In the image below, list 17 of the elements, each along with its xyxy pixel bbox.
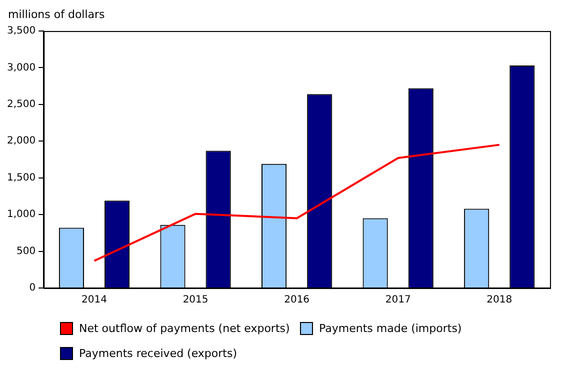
x-tick-label: 2016: [284, 294, 310, 306]
x-tick-label: 2018: [486, 294, 512, 306]
y-tick-label: 1,000: [6, 209, 36, 220]
legend-label: Payments made (imports): [319, 322, 462, 335]
x-tick-label: 2014: [82, 294, 107, 306]
y-tick-label: 3,500: [6, 26, 36, 37]
legend-label: Payments received (exports): [79, 347, 238, 360]
y-tick-label: 0: [29, 282, 36, 294]
y-axis-title: millions of dollars: [8, 8, 105, 21]
x-tick-label: 2015: [182, 294, 208, 306]
y-tick-label: 2,000: [6, 136, 36, 147]
y-tick-label: 500: [16, 246, 36, 257]
x-tick-label: 2017: [385, 294, 411, 306]
y-tick-label: 2,500: [6, 99, 36, 110]
y-tick-label: 1,500: [6, 172, 36, 184]
y-tick-label: 3,000: [6, 62, 36, 74]
legend-label: Net outflow of payments (net exports): [79, 322, 290, 335]
